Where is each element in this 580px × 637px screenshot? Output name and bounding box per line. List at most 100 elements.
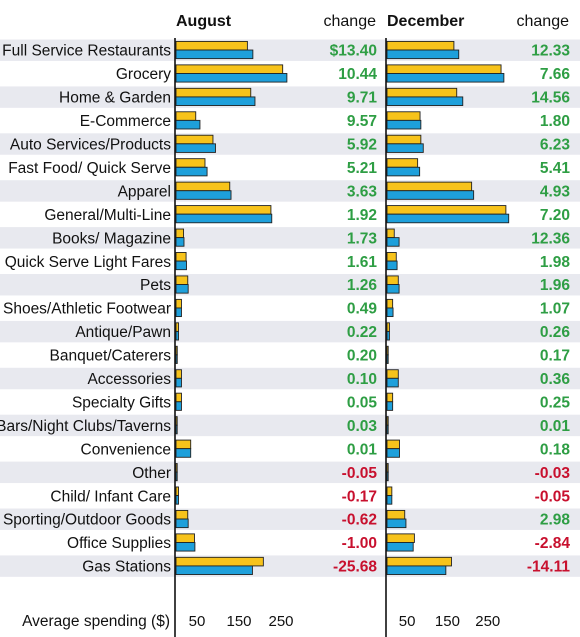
change-value: -0.03 (535, 465, 571, 482)
bar-previous (175, 275, 189, 285)
bar-current (175, 495, 179, 505)
bar-current (175, 190, 232, 200)
bar-previous (386, 205, 507, 215)
change-value: 0.17 (540, 348, 570, 365)
bar-previous (175, 252, 187, 262)
row-band (0, 367, 580, 390)
x-tick-label: 50 (189, 613, 206, 630)
change-value: 0.20 (347, 348, 377, 365)
bar-current (386, 565, 447, 575)
panel-title-december: December (387, 13, 464, 30)
bar-current (386, 424, 389, 435)
change-value: 4.93 (540, 183, 571, 200)
bar-current (175, 471, 178, 482)
change-value: 1.07 (540, 301, 570, 318)
bar-previous (386, 111, 421, 121)
x-axis-label: Average spending ($) (22, 613, 170, 630)
bar-previous (175, 228, 185, 239)
bar-current (175, 448, 192, 458)
bar-previous (175, 533, 195, 543)
change-value: 10.44 (338, 66, 377, 83)
category-label: General/Multi-Line (44, 207, 171, 224)
x-tick-label: 150 (226, 613, 251, 630)
row-band (0, 414, 580, 437)
change-value: -1.00 (342, 535, 377, 552)
change-value: 9.57 (347, 113, 377, 130)
row-band (0, 320, 580, 343)
change-value: 0.49 (347, 301, 378, 318)
bar-current (386, 96, 464, 106)
change-value: 1.80 (540, 113, 570, 130)
change-value: 0.25 (540, 394, 571, 411)
bar-previous (386, 40, 455, 51)
bar-current (386, 307, 394, 318)
category-label: Office Supplies (67, 535, 171, 552)
bar-current (175, 542, 196, 552)
change-value: 12.36 (531, 230, 570, 247)
change-value: 12.33 (531, 43, 570, 60)
change-value: 0.18 (540, 441, 571, 458)
change-value: 0.01 (347, 441, 378, 458)
bar-current (386, 284, 400, 294)
bar-current (175, 237, 185, 247)
bar-previous (386, 509, 406, 520)
bar-previous (386, 322, 390, 332)
change-value: 1.73 (347, 230, 378, 247)
bar-previous (386, 345, 389, 356)
change-value: 0.22 (347, 324, 377, 341)
x-tick-label: 150 (435, 613, 460, 630)
bar-current (386, 143, 424, 153)
category-label: Quick Serve Light Fares (5, 254, 172, 271)
change-value: -0.62 (342, 512, 377, 529)
category-label: Gas Stations (82, 559, 171, 576)
change-value: 1.92 (347, 207, 377, 224)
category-label: Pets (140, 277, 171, 294)
change-value: 6.23 (540, 137, 571, 154)
change-value: 1.98 (540, 254, 571, 271)
category-label: E-Commerce (80, 113, 171, 130)
change-value: 7.20 (540, 207, 570, 224)
bar-previous (175, 181, 231, 192)
bar-previous (175, 134, 214, 145)
bar-current (386, 518, 407, 529)
change-value: 3.63 (347, 183, 378, 200)
bar-current (175, 96, 256, 106)
bar-previous (386, 369, 399, 379)
category-label: Antique/Pawn (75, 324, 171, 341)
change-value: 9.71 (347, 90, 378, 107)
bar-previous (386, 556, 452, 567)
bar-previous (175, 392, 182, 403)
bar-current (386, 237, 400, 247)
category-label: Shoes/Athletic Footwear (3, 301, 171, 318)
change-header: change (324, 13, 377, 30)
bar-previous (175, 87, 252, 98)
bar-previous (386, 158, 419, 168)
bar-current (386, 377, 399, 388)
change-value: $13.40 (330, 43, 377, 60)
bar-previous (386, 486, 393, 497)
category-label: Apparel (118, 183, 171, 200)
bar-previous (175, 158, 206, 168)
change-value: -0.05 (535, 488, 571, 505)
bar-previous (386, 392, 394, 403)
bar-current (386, 471, 389, 482)
bar-current (386, 448, 400, 458)
bar-previous (386, 416, 389, 426)
bar-previous (386, 181, 473, 192)
bar-previous (386, 87, 458, 98)
bar-current (175, 424, 178, 435)
change-value: 14.56 (531, 90, 570, 107)
category-label: Auto Services/Products (10, 137, 171, 154)
bar-previous (386, 533, 415, 543)
change-value: 1.26 (347, 277, 378, 294)
change-header: change (517, 13, 570, 30)
bar-current (175, 260, 187, 271)
change-value: 0.10 (347, 371, 377, 388)
bar-current (175, 166, 208, 177)
x-tick-label: 250 (268, 613, 293, 630)
bar-current (386, 166, 421, 177)
bar-previous (175, 345, 178, 356)
change-value: 5.41 (540, 160, 571, 177)
x-tick-label: 50 (399, 613, 416, 630)
